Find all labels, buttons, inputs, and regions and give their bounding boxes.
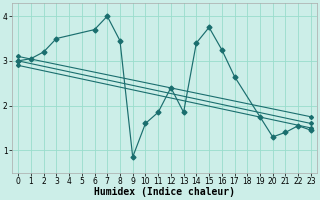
- X-axis label: Humidex (Indice chaleur): Humidex (Indice chaleur): [94, 187, 235, 197]
